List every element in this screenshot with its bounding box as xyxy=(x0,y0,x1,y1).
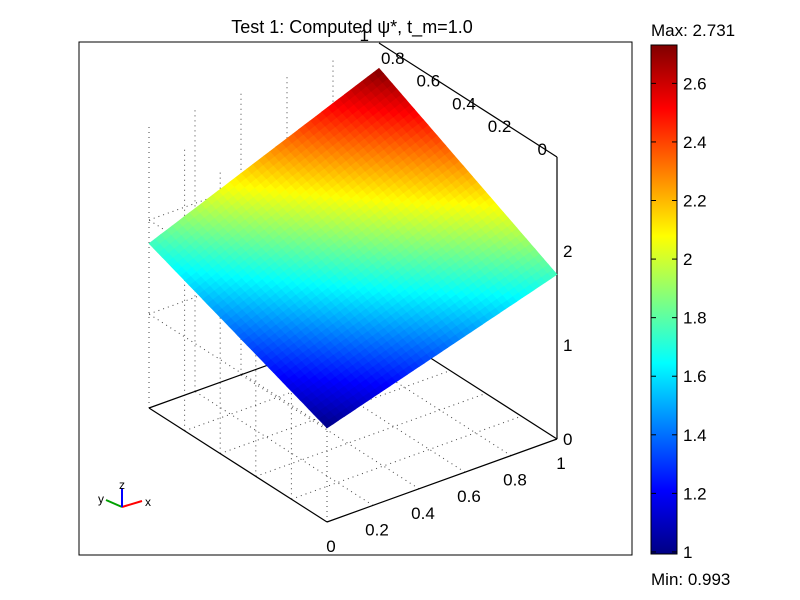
triad-y-label: y xyxy=(98,492,104,506)
y-tick-label: 1 xyxy=(360,26,369,45)
colorbar-tick-label: 1.6 xyxy=(683,367,707,386)
triad-x-arrow xyxy=(121,500,143,508)
x-tick-label: 0.8 xyxy=(503,471,527,490)
axis-edge xyxy=(326,438,558,523)
floor-grid-line xyxy=(184,347,415,432)
colorbar-gradient xyxy=(650,44,678,555)
y-tick-label: 0.8 xyxy=(381,49,405,68)
surface-patch xyxy=(148,238,160,249)
colorbar-tick-label: 1.2 xyxy=(683,484,707,503)
triad-z-label: z xyxy=(119,478,125,492)
wall-grid-line xyxy=(148,313,328,429)
axis-edge xyxy=(378,42,558,158)
floor-grid-line xyxy=(240,374,420,490)
wall-grid-line xyxy=(148,136,380,221)
wall-grid-line xyxy=(148,230,380,315)
z-tick-label: 1 xyxy=(563,336,572,355)
axis-edge xyxy=(148,407,328,523)
colorbar-tick-label: 1 xyxy=(683,543,692,562)
x-tick-label: 0.4 xyxy=(411,504,435,523)
y-tick-label: 0.6 xyxy=(417,72,441,91)
colorbar-tick-label: 2.4 xyxy=(683,133,707,152)
colorbar-tick-label: 2.2 xyxy=(683,192,707,211)
floor-grid-line xyxy=(286,357,466,473)
colorbar-max-label: Max: 2.731 xyxy=(651,21,735,40)
surface-plot xyxy=(148,67,558,429)
floor-grid-line xyxy=(291,415,522,500)
chart-title: Test 1: Computed ψ*, t_m=1.0 xyxy=(231,17,472,38)
colorbar-ticks: 1 1.2 1.4 1.6 1.8 2 2.2 2.4 2.6 xyxy=(651,74,707,562)
x-tick-label: 0.2 xyxy=(365,520,389,539)
x-tick-label: 0.6 xyxy=(457,487,481,506)
axis-ticks: 0 0.2 0.4 0.6 0.8 1 0 0.2 0.4 0.6 0.8 1 0 1 2 xyxy=(326,26,572,556)
x-tick-label: 1 xyxy=(556,454,565,473)
colorbar: 1 1.2 1.4 1.6 1.8 2 2.2 2.4 2.6 Max: 2.731 Min: … xyxy=(650,21,735,589)
triad-y-arrow xyxy=(105,499,123,508)
colorbar-min-label: Min: 0.993 xyxy=(651,570,730,589)
axes-frame xyxy=(78,41,633,556)
floor-grid-line xyxy=(220,370,451,455)
floor-grid-line xyxy=(194,390,374,506)
y-tick-label: 0.2 xyxy=(488,117,512,136)
y-tick-label: 0.4 xyxy=(452,94,476,113)
z-tick-label: 2 xyxy=(563,242,572,261)
floor-grid-line xyxy=(332,341,512,457)
colorbar-tick-label: 1.4 xyxy=(683,426,707,445)
colorbar-tick-label: 2.6 xyxy=(683,74,707,93)
colorbar-tick-label: 2 xyxy=(683,250,692,269)
z-tick-label: 0 xyxy=(563,430,572,449)
colorbar-tick-label: 1.8 xyxy=(683,309,707,328)
axis-triad: y z x xyxy=(98,478,151,509)
floor-grid-line xyxy=(255,392,486,477)
triad-x-label: x xyxy=(145,495,151,509)
x-tick-label: 0 xyxy=(326,537,335,556)
y-tick-label: 0 xyxy=(538,140,547,159)
